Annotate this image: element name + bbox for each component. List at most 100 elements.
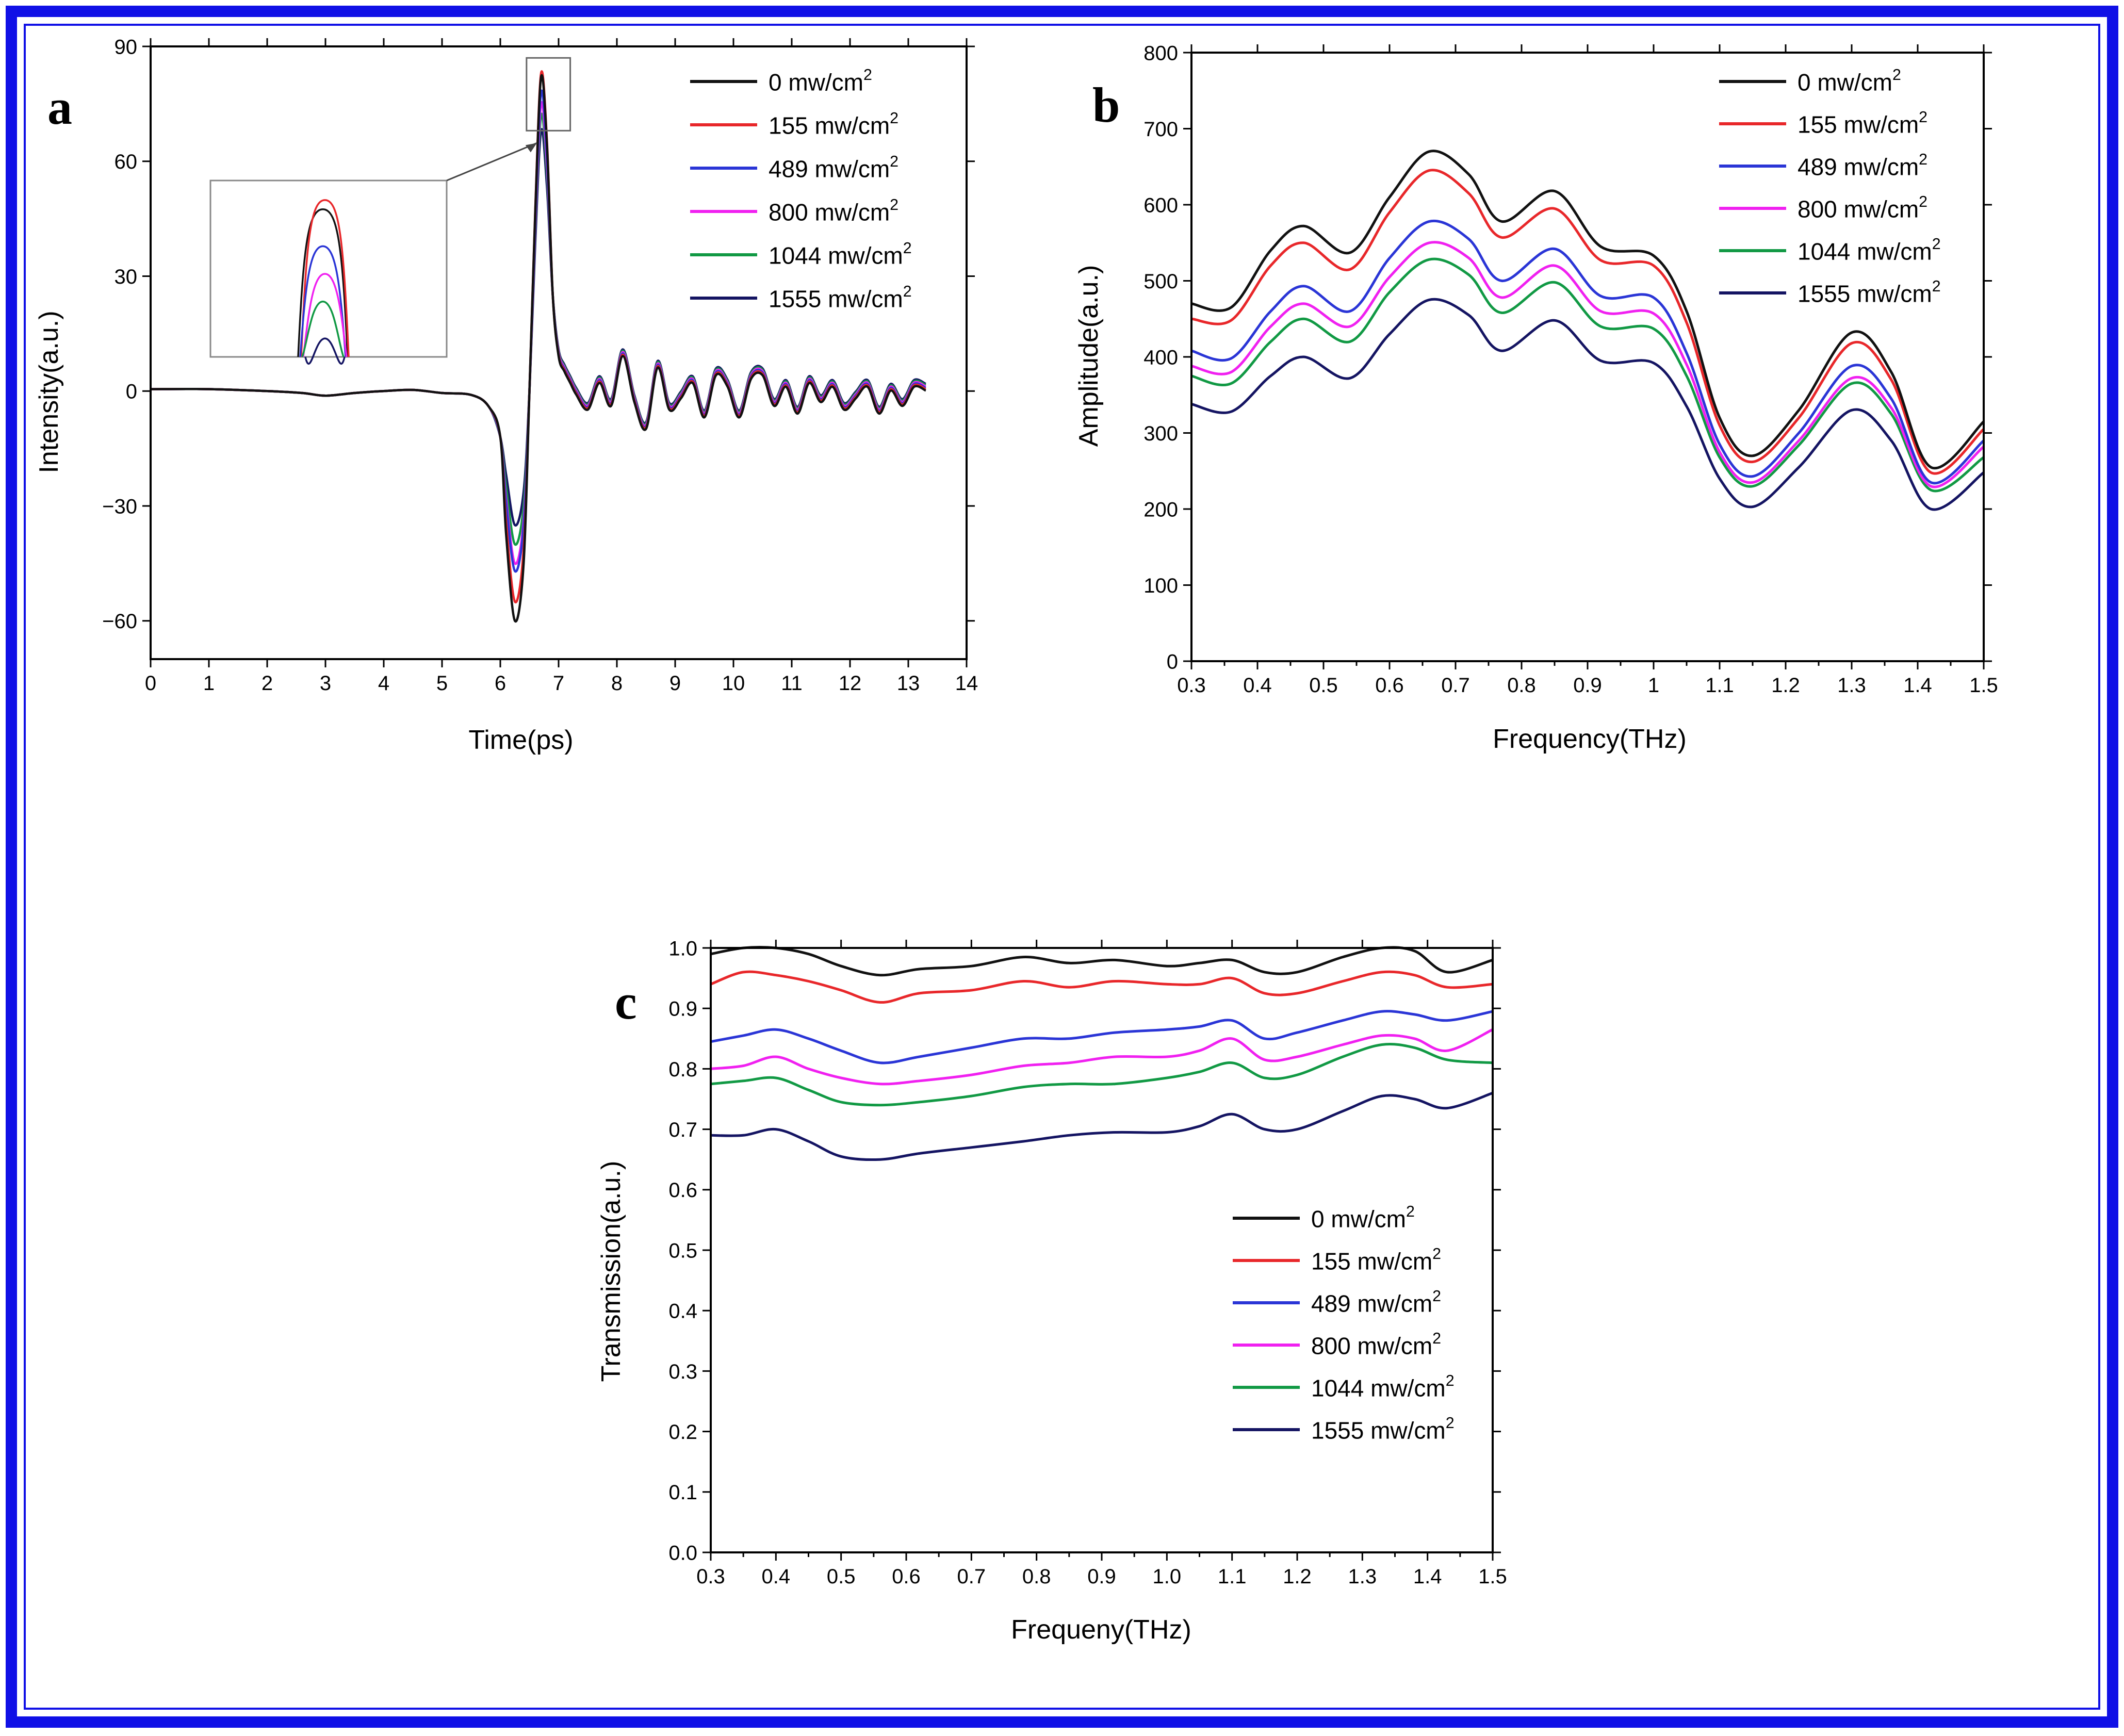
series-line-0-mw-cm2	[710, 946, 1493, 977]
y-tick-label: 0.7	[668, 1119, 697, 1141]
x-tick-label: 2	[262, 672, 273, 695]
legend-label: 1555 mw/cm2	[1798, 278, 1941, 307]
legend-label: 155 mw/cm2	[769, 110, 898, 139]
inset-box	[209, 179, 448, 358]
x-tick-label: 0.9	[1087, 1565, 1116, 1588]
legend-item-1555-mw-cm2: 1555 mw/cm2	[1719, 278, 1941, 307]
inset-series-line-800-mw-cm2	[302, 273, 348, 357]
x-tick-label: 0.5	[827, 1565, 856, 1588]
x-tick-label: 13	[897, 672, 920, 695]
x-tick-label: 0.7	[1441, 674, 1470, 697]
y-tick-label: 0.5	[668, 1239, 697, 1262]
panel-a-inset	[209, 57, 571, 365]
legend-item-1555-mw-cm2: 1555 mw/cm2	[1233, 1415, 1455, 1444]
legend-item-489-mw-cm2: 489 mw/cm2	[690, 153, 898, 183]
legend-label: 0 mw/cm2	[1311, 1203, 1415, 1233]
x-tick-label: 1.1	[1705, 674, 1734, 697]
legend-label: 800 mw/cm2	[1798, 193, 1927, 223]
x-tick-label: 1.2	[1283, 1565, 1312, 1588]
panel-label-a: a	[47, 79, 72, 135]
legend-item-0-mw-cm2: 0 mw/cm2	[690, 67, 872, 95]
legend-item-155-mw-cm2: 155 mw/cm2	[690, 110, 898, 139]
x-tick-label: 4	[378, 672, 389, 695]
y-tick-label: 90	[115, 36, 138, 58]
x-tick-label: 1.4	[1903, 674, 1932, 697]
panel-b-x-axis-label: Frequency(THz)	[1493, 724, 1687, 754]
y-tick-label: 0.6	[668, 1179, 697, 1202]
panel-c: c 0.3 0.4 0.5 0.6 0.7 0.8 0.9 1.0 1.1 1.2 1.3 1.4 1.…	[596, 937, 1507, 1645]
legend-item-489-mw-cm2: 489 mw/cm2	[1719, 151, 1927, 180]
series-line-155-mw-cm2	[710, 970, 1493, 1004]
legend-item-155-mw-cm2: 155 mw/cm2	[1719, 109, 1927, 138]
y-tick-label: 400	[1143, 346, 1178, 369]
y-tick-label: 0.0	[668, 1542, 697, 1564]
y-tick-label: 0.8	[668, 1058, 697, 1081]
series-line-0-mw-cm2	[1191, 150, 1985, 470]
x-tick-label: 1.1	[1218, 1565, 1247, 1588]
y-tick-label: 500	[1143, 270, 1178, 293]
x-tick-label: 12	[839, 672, 862, 695]
x-tick-label: 1.3	[1837, 674, 1866, 697]
x-tick-label: 1.3	[1348, 1565, 1377, 1588]
x-tick-label: 1	[203, 672, 215, 695]
y-tick-label: 0.2	[668, 1421, 697, 1444]
inset-pointer-arrowhead	[525, 143, 537, 153]
y-tick-label: 60	[115, 151, 138, 173]
x-tick-label: 8	[611, 672, 623, 695]
x-tick-label: 9	[669, 672, 681, 695]
legend-label: 155 mw/cm2	[1311, 1246, 1441, 1275]
legend-item-155-mw-cm2: 155 mw/cm2	[1233, 1246, 1441, 1275]
y-tick-label: 800	[1143, 42, 1178, 64]
panel-b: b 0.3 0.4 0.5 0.6 0.7 0.8 0.9 1 1.1 1.2 1.3 1.4 1.50…	[1074, 42, 1998, 754]
y-tick-label: 600	[1143, 194, 1178, 217]
panel-b-y-axis-label: Amplitude(a.u.)	[1074, 265, 1104, 447]
series-line-489-mw-cm2	[1191, 219, 1985, 485]
x-tick-label: 1.2	[1771, 674, 1800, 697]
y-tick-label: 0.9	[668, 998, 697, 1021]
y-tick-label: 0.4	[668, 1300, 697, 1323]
y-tick-label: 0	[126, 381, 137, 403]
panel-c-y-axis-label: Transmission(a.u.)	[596, 1161, 626, 1382]
x-tick-label: 0.8	[1507, 674, 1536, 697]
legend-item-1044-mw-cm2: 1044 mw/cm2	[1233, 1372, 1455, 1401]
series-line-1044-mw-cm2	[710, 1043, 1493, 1107]
y-tick-label: 0.3	[668, 1361, 697, 1383]
x-tick-label: 0.8	[1022, 1565, 1051, 1588]
inset-series-line-1044-mw-cm2	[301, 300, 345, 357]
legend-label: 1044 mw/cm2	[769, 240, 912, 269]
panel-label-c: c	[615, 974, 637, 1029]
x-tick-label: 0.3	[1177, 674, 1206, 697]
x-tick-label: 14	[955, 672, 978, 695]
panel-c-series	[710, 946, 1494, 1161]
legend-item-1555-mw-cm2: 1555 mw/cm2	[690, 283, 912, 313]
inset-series-line-155-mw-cm2	[300, 199, 350, 357]
series-line-1044-mw-cm2	[1191, 257, 1985, 493]
y-tick-label: 100	[1143, 575, 1178, 597]
panel-a-y-axis-label: Intensity(a.u.)	[34, 310, 64, 473]
y-tick-label: 0	[1167, 650, 1178, 673]
inset-pointer-line	[446, 142, 537, 182]
legend-label: 800 mw/cm2	[1311, 1330, 1441, 1360]
x-tick-label: 0.4	[762, 1565, 791, 1588]
series-line-489-mw-cm2	[710, 1010, 1493, 1064]
panel-c-legend: 0 mw/cm2 155 mw/cm2 489 mw/cm2 800 mw/cm2 10…	[1233, 1203, 1455, 1444]
plot-area-frame	[1190, 52, 1985, 662]
legend-label: 489 mw/cm2	[769, 153, 898, 183]
panel-b-axes: 0.3 0.4 0.5 0.6 0.7 0.8 0.9 1 1.1 1.2 1.3 1.4 1.5 0 10…	[1143, 42, 1998, 697]
zoom-region-box	[526, 57, 571, 132]
y-tick-label: 30	[115, 266, 138, 288]
panel-c-x-axis-label: Frequeny(THz)	[1011, 1615, 1191, 1645]
panel-a-series	[150, 70, 926, 623]
legend-label: 1555 mw/cm2	[769, 283, 912, 313]
x-tick-label: 5	[436, 672, 448, 695]
panel-b-series	[1191, 150, 1985, 511]
y-tick-label: 0.1	[668, 1481, 697, 1504]
y-tick-label: −30	[102, 495, 137, 518]
y-tick-label: 300	[1143, 422, 1178, 445]
outer-frame	[6, 6, 2118, 1728]
series-line-1555-mw-cm2	[710, 1091, 1493, 1161]
x-tick-label: 0.6	[1375, 674, 1404, 697]
legend-item-0-mw-cm2: 0 mw/cm2	[1719, 67, 1901, 95]
